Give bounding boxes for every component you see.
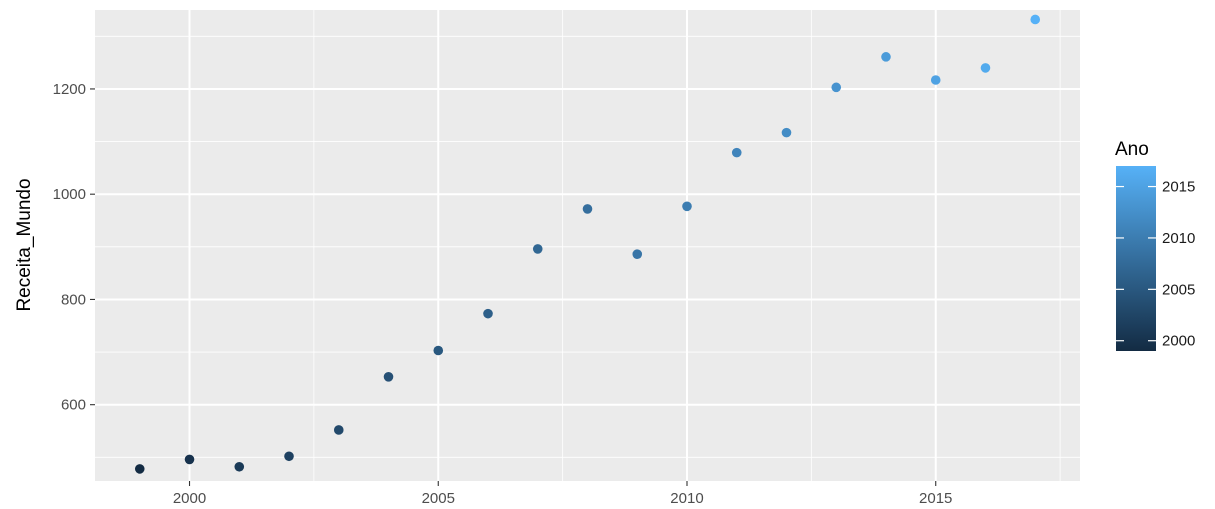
legend-tick-label: 2005 [1162,281,1195,298]
y-tick-label: 1000 [53,186,86,203]
x-axis: 2000 2005 2010 2015 [173,481,952,507]
data-point [532,244,543,254]
data-point [930,75,941,85]
data-point [284,451,294,462]
data-points [134,14,1041,474]
data-point [1030,14,1041,25]
data-point [483,308,493,319]
data-point [731,147,742,158]
y-tick-label: 600 [61,397,86,414]
legend-tick-label: 2015 [1162,179,1195,196]
data-point [781,127,792,138]
y-tick-label: 1200 [53,81,86,98]
data-point [682,201,692,212]
y-tick-label: 800 [61,291,86,308]
y-axis: 600 800 1000 1200 [53,81,95,414]
legend-tick-label: 2000 [1162,333,1195,350]
major-gridlines [95,10,1080,481]
x-tick-label: 2000 [173,490,206,507]
data-point [184,454,195,465]
x-tick-label: 2015 [919,490,952,507]
legend-tick-label: 2010 [1162,230,1195,247]
data-point [582,204,593,214]
data-point [433,345,444,356]
data-point [333,425,344,435]
data-point [831,82,842,93]
x-tick-label: 2005 [422,490,455,507]
legend-colorbar [1116,166,1156,351]
data-point [632,249,643,259]
legend-ticks: 2000 2005 2010 2015 [1116,179,1195,350]
data-point [980,63,991,73]
data-point [234,461,245,472]
data-point [383,372,394,382]
y-axis-title: Receita_Mundo [14,178,35,311]
data-point [134,464,145,474]
data-point [881,52,891,62]
x-tick-label: 2010 [670,490,703,507]
legend-title: Ano [1115,139,1149,160]
